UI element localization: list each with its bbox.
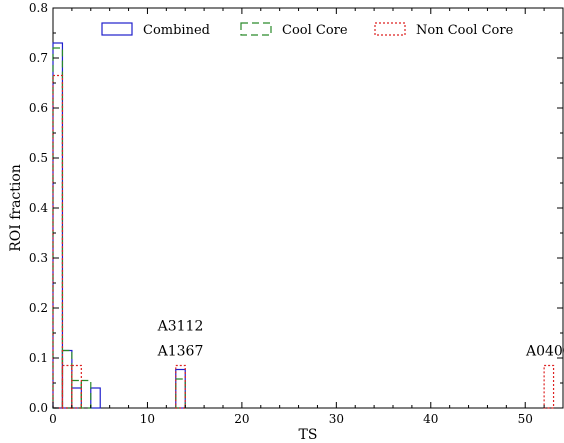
y-tick-label: 0.8: [29, 1, 48, 15]
annotation-a1367: A1367: [157, 344, 204, 360]
legend-swatch-cool-core: [240, 22, 272, 36]
y-axis-label: ROI fraction: [8, 164, 24, 252]
bar-non-cool-core-6: [175, 364, 186, 409]
legend-swatch-combined: [101, 22, 133, 36]
y-tick-label: 0.6: [29, 101, 48, 115]
plot-area: [52, 7, 564, 409]
bar-non-cool-core-1: [61, 364, 73, 409]
x-tick-label: 50: [518, 412, 533, 426]
bar-non-cool-core-8: [543, 364, 555, 409]
x-tick-label: 20: [234, 412, 249, 426]
y-tick-label: 0.5: [29, 151, 48, 165]
y-tick-label: 0.0: [29, 401, 48, 415]
x-axis-ticks: 0 10 20 30 40 50: [49, 8, 564, 426]
x-tick-label: 0: [49, 412, 57, 426]
legend: Combined Cool Core Non Cool Core: [101, 22, 514, 38]
annotation-a0400: A0400: [525, 344, 564, 360]
y-tick-label: 0.2: [29, 301, 48, 315]
legend-label-cool-core: Cool Core: [282, 23, 348, 38]
bar-non-cool-core-2: [71, 364, 82, 409]
y-tick-label: 0.4: [29, 201, 48, 215]
series-non-cool-core: [52, 74, 555, 409]
legend-swatch-non-cool-core: [374, 22, 406, 36]
y-tick-label: 0.1: [29, 351, 48, 365]
annotation-a3112: A3112: [157, 319, 204, 335]
x-axis-label: TS: [299, 427, 318, 443]
y-tick-label: 0.7: [29, 51, 48, 65]
x-tick-label: 40: [423, 412, 438, 426]
legend-label-combined: Combined: [143, 23, 210, 38]
x-tick-label: 10: [140, 412, 155, 426]
bar-non-cool-core-0: [52, 74, 64, 409]
cluster-annotations: A3112 A1367 A0400: [157, 319, 564, 360]
bar-cool-core-3: [80, 379, 92, 409]
legend-label-non-cool-core: Non Cool Core: [416, 23, 514, 38]
x-tick-label: 30: [329, 412, 344, 426]
y-tick-label: 0.3: [29, 251, 48, 265]
y-axis-ticks: 0.0 0.1 0.2 0.3 0.4 0.5 0.6 0.7 0.8: [29, 1, 563, 415]
